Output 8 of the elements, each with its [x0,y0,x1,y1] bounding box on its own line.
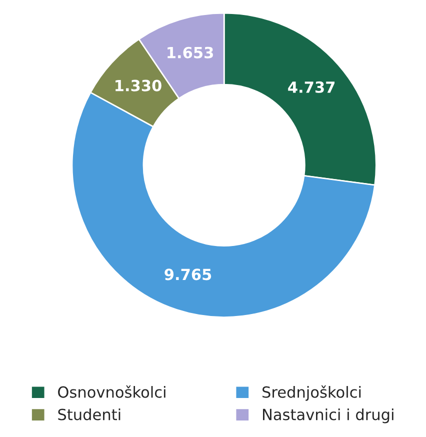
data-label: 1.653 [168,46,213,58]
legend-label: Nastavnici i drugi [262,408,394,424]
data-label: 1.330 [116,80,162,92]
legend-label: Osnovnoškolci [58,385,166,398]
data-label: 9.765 [164,268,212,280]
legend-label: Studenti [58,408,120,420]
legend-label: Srednjoškolci [262,385,361,401]
data-label: 4.737 [288,81,335,93]
